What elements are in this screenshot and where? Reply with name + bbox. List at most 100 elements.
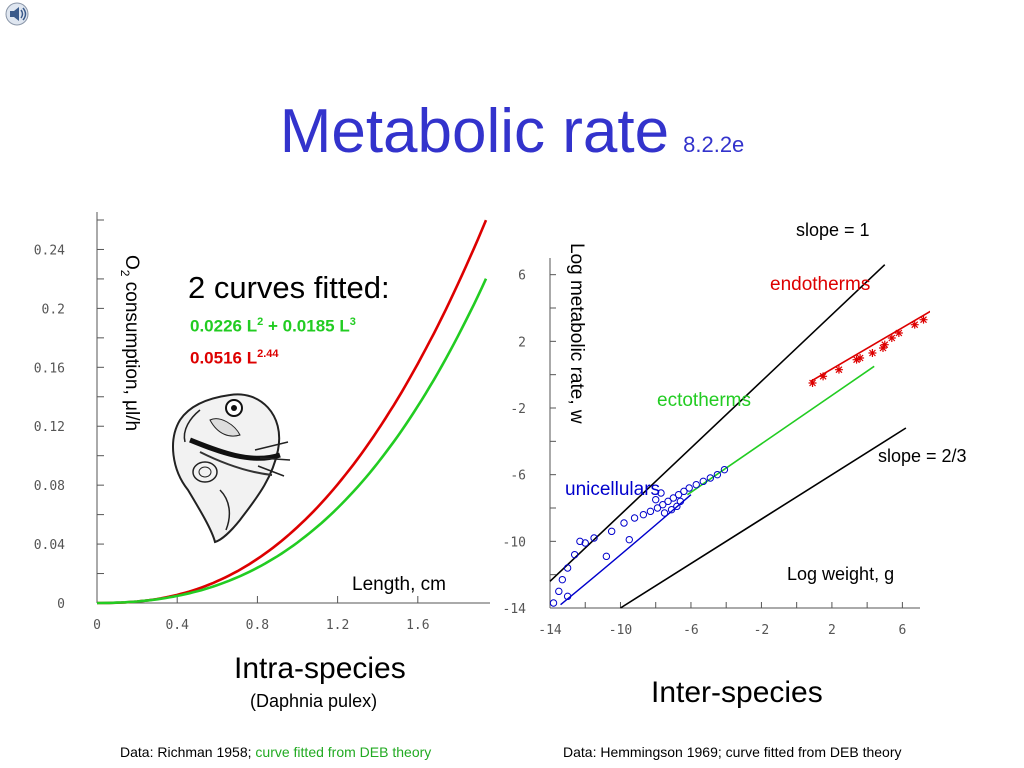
endotherm-point <box>887 334 896 342</box>
unicellular-point <box>720 465 729 474</box>
right-y-tick-label: -10 <box>503 535 526 550</box>
unicellular-point <box>555 587 563 596</box>
footer-left: Data: Richman 1958; curve fitted from DE… <box>120 744 431 760</box>
fit-formula-red: 0.0516 L2.44 <box>190 348 279 369</box>
left-x-axis-label: Length, cm <box>352 574 446 595</box>
unicellular-point <box>570 550 579 559</box>
unicellular-point <box>659 500 667 509</box>
endotherms-fit-line <box>810 310 930 383</box>
endotherm-point <box>819 372 828 381</box>
unicellular-point <box>590 534 598 542</box>
unicellular-point <box>625 535 633 544</box>
left-ylabel-o: O <box>121 255 142 270</box>
unicellular-point <box>652 495 660 504</box>
left-ylabel-rest: consumption, μl/h <box>121 276 142 432</box>
unicellular-point <box>664 497 672 506</box>
section-number: 8.2.2e <box>683 132 745 157</box>
unicellular-point <box>563 592 572 601</box>
fit2-exp: 2.44 <box>257 348 279 360</box>
speaker-icon[interactable] <box>4 2 30 26</box>
footer-left-prefix: Data: Richman 1958; <box>120 744 252 760</box>
unicellular-point <box>549 599 558 607</box>
endotherm-point <box>894 329 903 337</box>
footer-left-link[interactable]: curve fitted from DEB theory <box>255 744 432 760</box>
green-fit-curve <box>97 278 488 605</box>
ref-line-label-slope-2-3: slope = 2/3 <box>878 446 967 466</box>
endotherm-point <box>880 340 889 349</box>
right-x-tick-label: -2 <box>754 623 770 638</box>
fit1-text: 0.0226 L <box>190 316 258 336</box>
endotherm-point <box>919 315 928 324</box>
right-y-tick-label: -14 <box>503 602 527 617</box>
endotherm-point <box>834 365 843 374</box>
inter-species-chart: 6 2 -2 -6 -10 -14 -14 -10 -6 -2 2 6 <box>503 258 930 638</box>
title-text: Metabolic rate <box>279 97 670 166</box>
unicellular-point <box>685 484 693 492</box>
right-x-tick-label: 2 <box>828 623 836 638</box>
unicellular-point <box>669 494 678 502</box>
left-y-tick-label: 0.12 <box>34 420 65 435</box>
fit1-mid: + 0.0185 L <box>263 316 350 336</box>
right-y-axis-label: Log metabolic rate, w <box>566 243 587 424</box>
unicellular-point <box>660 509 669 517</box>
group-label-unicellulars: unicellulars <box>565 479 661 500</box>
unicellulars-fit-line <box>560 494 692 606</box>
left-x-tick-label: 1.2 <box>326 618 349 633</box>
right-y-tick-label: 2 <box>518 335 526 350</box>
unicellular-point <box>673 502 681 511</box>
unicellular-point <box>706 474 715 482</box>
reference-line-slope-1 <box>549 264 886 582</box>
left-x-tick-label: 0.8 <box>246 618 269 633</box>
unicellular-point <box>581 539 589 547</box>
unicellular-point <box>576 537 584 546</box>
right-caption: Inter-species <box>651 676 823 709</box>
right-x-tick-label: -14 <box>538 623 562 638</box>
right-x-tick-label: -6 <box>683 623 699 638</box>
unicellular-point <box>558 575 567 584</box>
endotherm-point <box>852 355 861 364</box>
intra-species-chart: 0 0.04 0.08 0.12 0.16 0.2 0.24 0 0.4 0.8 1.2 1.6 <box>34 212 490 633</box>
left-y-tick-label: 0.16 <box>34 361 65 376</box>
unicellular-point <box>713 470 722 479</box>
fit1-exp1: 2 <box>257 316 264 328</box>
endotherm-point <box>856 354 865 362</box>
reference-line-slope-2-3 <box>620 427 907 609</box>
left-y-tick-label: 0.2 <box>42 302 65 317</box>
right-x-tick-label: 6 <box>898 623 906 638</box>
fit-annotation-title: 2 curves fitted: <box>188 270 390 305</box>
ref-line-label-slope-1: slope = 1 <box>796 220 870 240</box>
right-y-tick-label: -6 <box>510 469 526 484</box>
unicellular-point <box>692 480 700 489</box>
endotherm-point <box>879 344 887 352</box>
slide-title: Metabolic rate 8.2.2e <box>0 96 1024 167</box>
unicellular-point <box>639 510 648 519</box>
left-y-tick-label: 0.08 <box>34 479 65 494</box>
left-x-tick-label: 1.6 <box>406 618 429 633</box>
endotherm-point <box>868 349 877 357</box>
endotherm-point <box>808 379 817 387</box>
left-subcaption: (Daphnia pulex) <box>250 691 378 711</box>
left-caption: Intra-species <box>234 652 406 685</box>
unicellular-point <box>657 489 665 497</box>
unicellular-point <box>674 490 683 499</box>
group-label-endotherms: endotherms <box>770 274 871 295</box>
right-y-tick-label: -2 <box>510 402 526 417</box>
ectotherms-fit-line <box>686 365 875 496</box>
unicellular-point <box>667 505 676 514</box>
daphnia-illustration <box>172 393 291 544</box>
endotherm-point <box>910 320 919 329</box>
right-x-tick-label: -10 <box>609 623 632 638</box>
unicellular-point <box>653 504 662 512</box>
left-y-axis-label: O2 consumption, μl/h <box>118 255 142 431</box>
unicellular-point <box>563 564 572 572</box>
unicellular-point <box>676 497 685 506</box>
group-label-ectotherms: ectotherms <box>657 390 751 411</box>
fit1-exp2: 3 <box>349 316 356 328</box>
unicellular-point <box>680 487 688 496</box>
left-y-tick-label: 0 <box>57 597 65 612</box>
right-x-axis-label: Log weight, g <box>787 564 895 584</box>
unicellular-point <box>620 519 628 527</box>
right-y-tick-label: 6 <box>518 269 526 284</box>
footer-right: Data: Hemmingson 1969; curve fitted from… <box>563 744 902 760</box>
fit-formula-green: 0.0226 L2 + 0.0185 L3 <box>190 316 356 337</box>
